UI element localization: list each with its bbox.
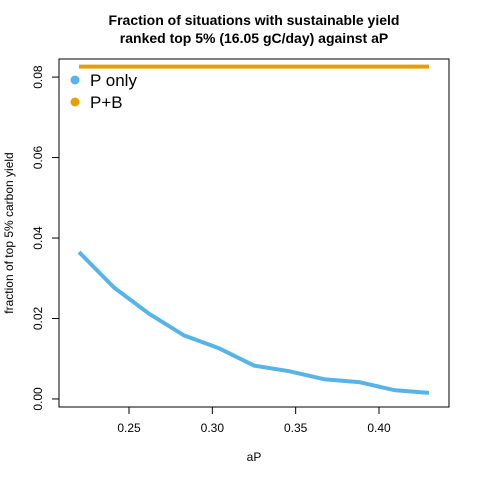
chart-subtitle: ranked top 5% (16.05 gC/day) against aP [120,30,388,46]
y-tick-label: 0.02 [31,306,45,330]
y-tick-label: 0.06 [31,146,45,170]
series-layer [77,64,430,395]
y-axis: 0.00 0.02 0.04 0.06 0.08 [31,65,59,411]
y-tick-label: 0.04 [31,226,45,250]
legend: P only P+B [70,71,137,112]
y-tick-label: 0.08 [31,65,45,89]
legend-marker [70,97,80,107]
legend-label: P+B [90,93,123,112]
plot-frame [58,58,450,408]
series-line-p-only [77,250,430,395]
y-axis-label: fraction of top 5% carbon yield [2,152,16,313]
x-axis-label: aP [247,450,262,464]
legend-marker [70,75,80,85]
x-tick-label: 0.35 [284,421,308,435]
x-axis: 0.25 0.30 0.35 0.40 [117,407,391,435]
legend-label: P only [90,71,137,90]
chart-title: Fraction of situations with sustainable … [109,12,400,28]
x-tick-label: 0.40 [367,421,391,435]
x-tick-label: 0.25 [117,421,141,435]
y-tick-label: 0.00 [31,387,45,411]
x-tick-label: 0.30 [201,421,225,435]
